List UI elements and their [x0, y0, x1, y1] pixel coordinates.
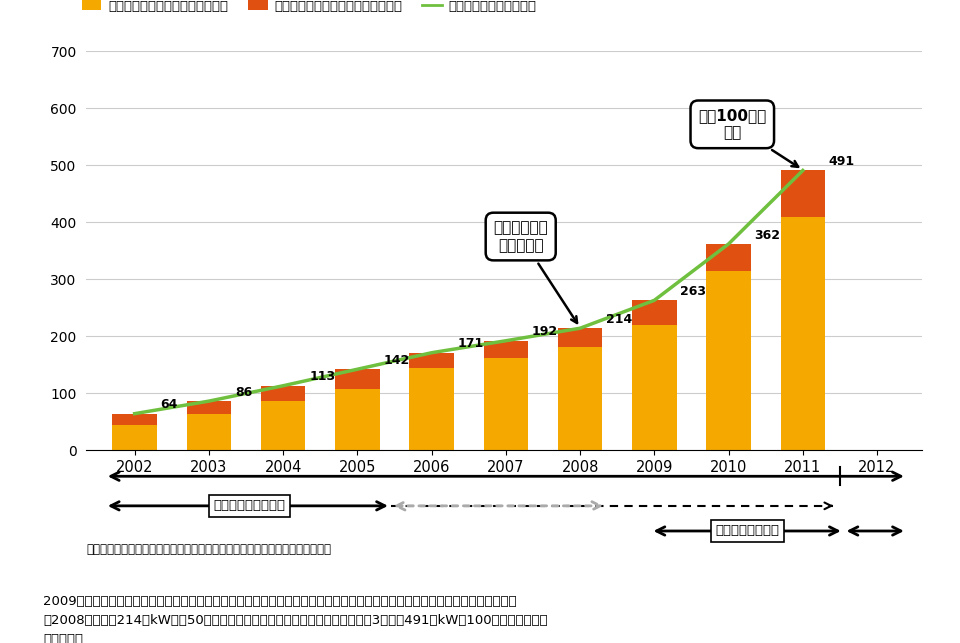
Bar — [409, 368, 454, 450]
Bar — [261, 386, 305, 401]
Text: 113: 113 — [309, 370, 335, 383]
Bar — [409, 353, 454, 368]
Bar — [186, 414, 231, 450]
Text: 補助金制度実施期間: 補助金制度実施期間 — [214, 500, 286, 512]
Bar — [707, 271, 751, 450]
Text: 余剰電力買取
制度の開始: 余剰電力買取 制度の開始 — [493, 221, 577, 323]
Bar — [484, 341, 528, 358]
Bar — [112, 425, 156, 450]
Legend: 住宅用太陽光発電導入量（累積）, 非住宅用太陽光発電導入量（累積）, 太陽光発電合計（累積）: 住宅用太陽光発電導入量（累積）, 非住宅用太陽光発電導入量（累積）, 太陽光発電… — [76, 0, 541, 18]
Bar — [335, 369, 379, 388]
Text: 171: 171 — [458, 338, 484, 350]
Text: 192: 192 — [532, 325, 558, 338]
Bar — [780, 217, 825, 450]
Bar — [261, 401, 305, 450]
Bar — [112, 413, 156, 425]
Text: 142: 142 — [383, 354, 410, 367]
Text: 2009年には、住宅用太陽光の分野が、余剰買取制度導入により一足先に固定価格による調達に移行した。その結果、制度導入前
の2008年で累誈214万kW（約50万: 2009年には、住宅用太陽光の分野が、余剰買取制度導入により一足先に固定価格によ… — [43, 595, 548, 643]
Text: 362: 362 — [755, 229, 780, 242]
Text: 491: 491 — [828, 155, 855, 168]
Bar — [780, 170, 825, 217]
Bar — [707, 244, 751, 271]
Bar — [186, 401, 231, 414]
Bar — [558, 328, 602, 347]
Bar — [484, 358, 528, 450]
Text: 263: 263 — [681, 285, 707, 298]
Text: 86: 86 — [235, 386, 252, 399]
Bar — [632, 325, 677, 450]
Bar — [335, 388, 379, 450]
Text: 出典：一般社団法人太陽光発電協会等のデータに基づき資源エネルギー庁作成: 出典：一般社団法人太陽光発電協会等のデータに基づき資源エネルギー庁作成 — [86, 543, 331, 556]
Bar — [632, 300, 677, 325]
Text: 住宅100万件
突破: 住宅100万件 突破 — [698, 108, 798, 167]
Text: 214: 214 — [606, 313, 633, 326]
Text: 64: 64 — [160, 399, 178, 412]
Bar — [558, 347, 602, 450]
Text: 余剰買取実施期間: 余剰買取実施期間 — [715, 525, 780, 538]
